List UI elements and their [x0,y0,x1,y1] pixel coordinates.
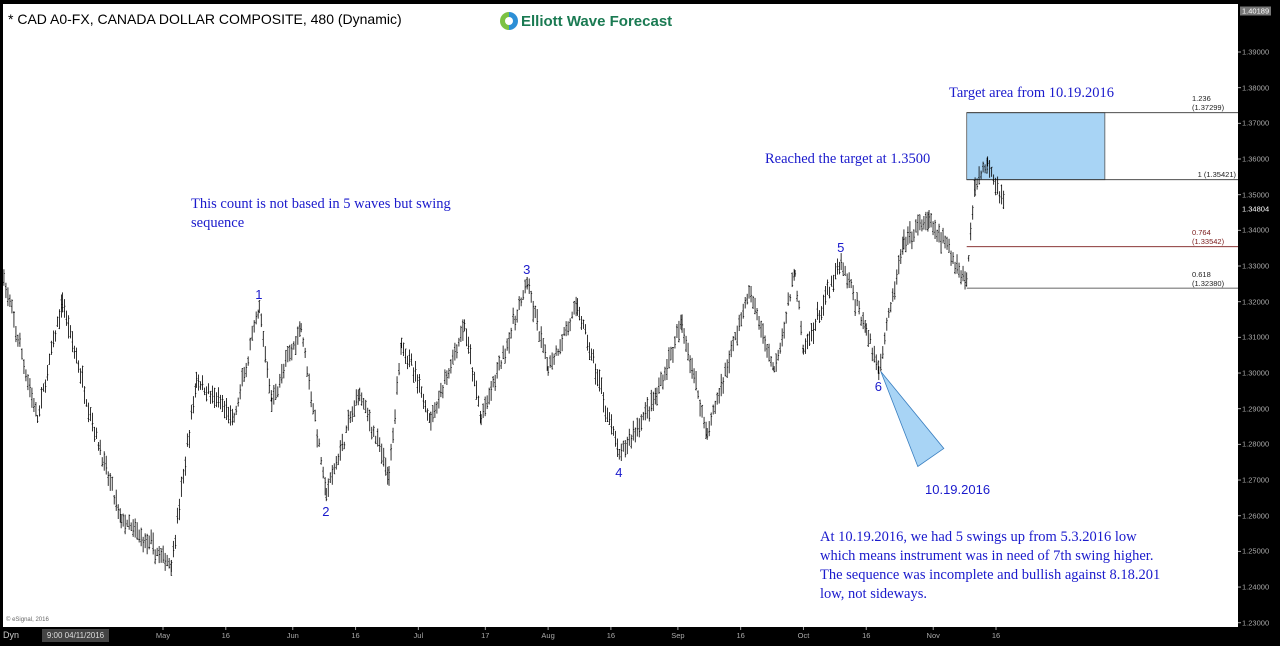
logo: Elliott Wave Forecast [500,12,672,30]
date-marker-note: 10.19.2016 [925,482,991,497]
y-tick-label: 1.23000 [1242,618,1270,628]
x-tick-label: 16 [736,631,745,640]
y-tick-label: 1.36000 [1242,154,1270,164]
copyright: © eSignal, 2016 [6,617,49,623]
summary-line: The sequence was incomplete and bullish … [820,567,1161,583]
high-price-label: 1.40189 [1240,6,1272,16]
target-area-note: Target area from 10.19.2016 [949,85,1115,101]
last-price-label: 1.34804 [1242,204,1270,214]
logo-text: Elliott Wave Forecast [521,12,673,30]
summary-note: At 10.19.2016, we had 5 swings up from 5… [820,528,1160,604]
wave-label: 1 [255,286,263,302]
y-tick-label: 1.34000 [1242,225,1270,235]
cursor-time-label: 9:00 04/11/2016 [42,629,109,642]
x-tick-label: 16 [862,631,871,640]
triangle-marker [880,371,945,468]
x-tick-label: Nov [926,631,940,640]
y-tick-label: 1.37000 [1242,118,1270,128]
summary-line: low, not sideways. [820,586,927,602]
chart-title: * CAD A0-FX, CANADA DOLLAR COMPOSITE, 48… [8,11,402,27]
y-tick-label: 1.31000 [1242,332,1270,342]
y-tick-label: 1.28000 [1242,439,1270,449]
fib-label: 0.764 (1.33542) [1192,228,1225,247]
chart-plot-area[interactable] [3,4,1238,627]
wave-label: 5 [837,240,845,256]
x-tick-label: May [155,631,171,640]
wave-label: 4 [615,465,623,481]
summary-line: At 10.19.2016, we had 5 swings up from 5… [820,529,1137,545]
x-tick-label: Oct [797,631,810,640]
y-tick-label: 1.25000 [1242,546,1270,556]
y-tick-label: 1.26000 [1242,511,1270,521]
count-note: This count is not based in 5 waves but s… [191,196,451,231]
y-tick-label: 1.24000 [1242,582,1270,592]
y-tick-label: 1.30000 [1242,368,1270,378]
y-tick-label: 1.38000 [1242,83,1270,93]
summary-line: which means instrument was in need of 7t… [820,548,1154,564]
x-tick-label: Jul [413,631,424,640]
y-tick-label: 1.27000 [1242,475,1270,485]
wave-label: 2 [322,504,330,520]
y-tick-label: 1.33000 [1242,261,1270,271]
wave-label: 3 [523,261,531,277]
time-axis [0,627,1280,646]
x-tick-label: 16 [221,631,230,640]
dynamic-toggle[interactable]: Dyn [3,630,20,640]
y-tick-label: 1.32000 [1242,297,1270,307]
x-tick-label: 16 [351,631,360,640]
fib-label: 0.618 (1.32380) [1192,269,1225,288]
fib-label: 1 (1.35421) [1197,170,1236,180]
x-tick-label: Aug [541,631,555,640]
x-tick-label: Sep [671,631,685,640]
x-tick-label: 16 [606,631,616,640]
logo-icon [500,12,518,30]
x-tick-label: Jun [286,631,299,640]
fib-label: 1.236 (1.37299) [1192,94,1225,113]
y-tick-label: 1.35000 [1242,190,1270,200]
reached-target-note: Reached the target at 1.3500 [765,151,931,167]
x-tick-label: 17 [481,631,490,640]
price-axis [1238,0,1280,646]
x-tick-label: 16 [991,631,1001,640]
y-tick-label: 1.39000 [1242,47,1270,57]
y-tick-label: 1.29000 [1242,404,1270,414]
wave-label: 6 [874,379,883,395]
